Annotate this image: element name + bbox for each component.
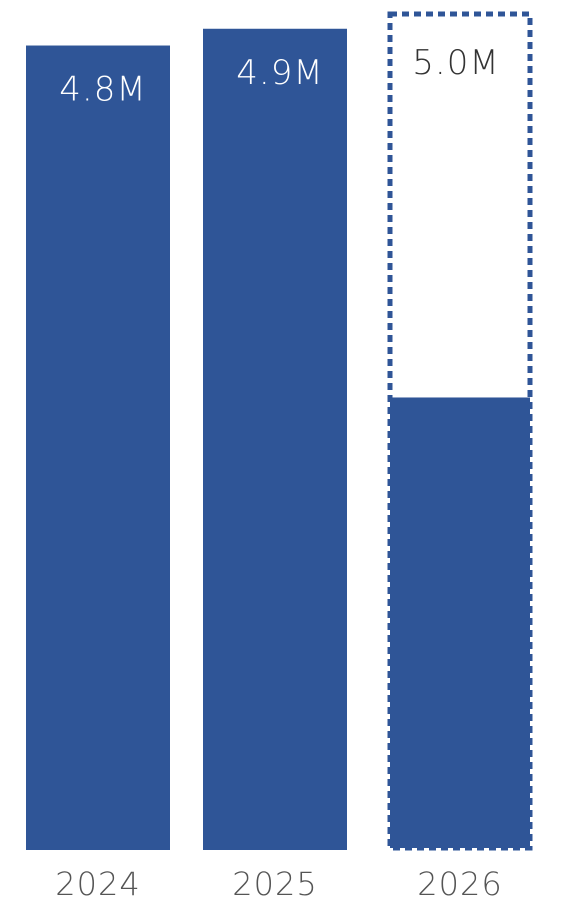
bar-2026-partial (390, 397, 530, 848)
data-label-2025: 4.9M (236, 53, 323, 93)
labels-layer: 4.8M 4.9M 5.0M (59, 43, 499, 110)
bar-2025 (203, 28, 347, 850)
data-label-2024: 4.8M (59, 70, 146, 110)
bar-2024 (26, 45, 170, 850)
data-label-2026: 5.0M (412, 43, 499, 83)
x-tick-label-2025: 2025 (232, 865, 317, 903)
x-tick-label-2024: 2024 (55, 865, 140, 903)
x-axis-ticks: 2024 2025 2026 (55, 865, 502, 903)
x-tick-label-2026: 2026 (417, 865, 502, 903)
bars-layer (26, 11, 533, 851)
